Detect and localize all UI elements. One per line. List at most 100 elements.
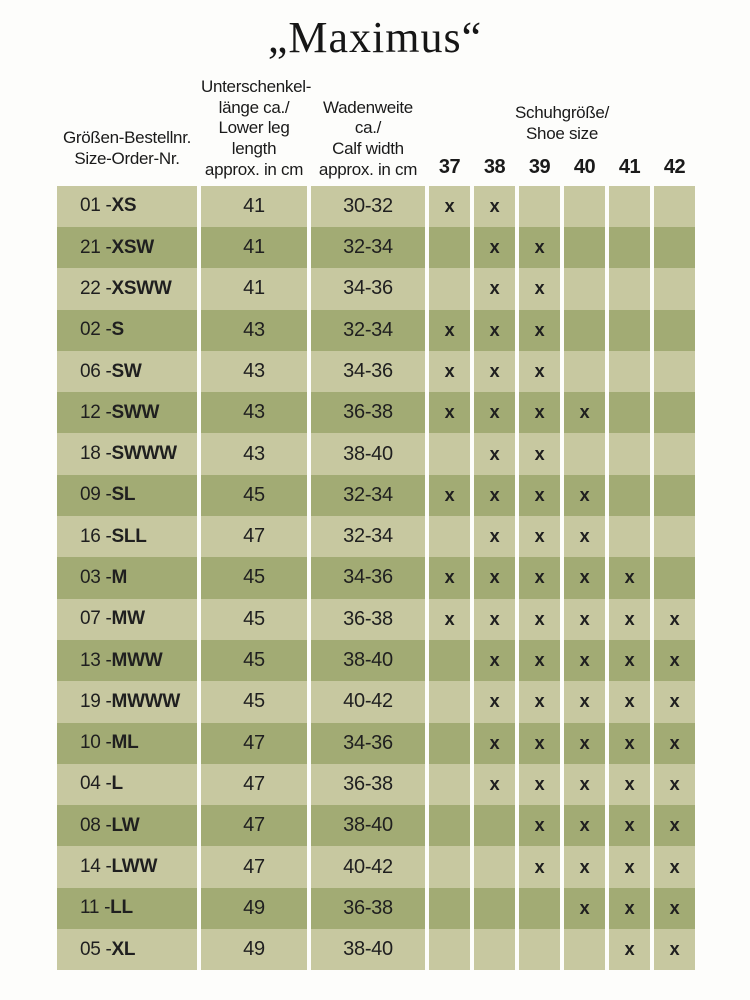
shoe-size-group-label: Schuhgröße/ Shoe size [429, 103, 695, 144]
shoe-size-mark-cell: x [474, 639, 515, 682]
shoe-size-mark-cell: x [474, 722, 515, 764]
leg-length-cell: 45 [201, 681, 307, 723]
shoe-size-mark-cell: x [564, 805, 605, 847]
shoe-size-mark-cell [519, 887, 560, 930]
shoe-size-mark-cell [429, 681, 470, 723]
size-code: MWW [111, 649, 163, 671]
calf-width-cell: 30-32 [311, 185, 425, 227]
shoe-size-mark-cell: x [654, 639, 695, 682]
size-code: SLL [111, 525, 147, 547]
calf-width-cell: 36-38 [311, 763, 425, 806]
shoe-size-mark-cell: x [474, 474, 515, 517]
leg-length-cell: 47 [201, 805, 307, 847]
shoe-size-mark-cell: x [474, 392, 515, 434]
shoe-size-mark-cell: x [609, 598, 650, 640]
size-order-cell: 07 - MW [57, 598, 197, 640]
column-header-line: Lower leg length [218, 118, 290, 159]
shoe-size-mark-cell: x [654, 681, 695, 723]
size-code: L [111, 773, 124, 795]
shoe-size-mark-cell [564, 929, 605, 971]
shoe-size-mark-cell [429, 929, 470, 971]
shoe-size-mark-cell: x [564, 516, 605, 558]
leg-length-cell: 49 [201, 887, 307, 930]
shoe-size-mark-cell [429, 763, 470, 806]
shoe-size-mark-cell: x [519, 805, 560, 847]
column-header-line: Unterschenkel- [201, 77, 312, 96]
shoe-size-column-header: 41 [618, 156, 641, 179]
size-order-cell: 13 - MWW [57, 639, 197, 682]
order-number: 11 - [80, 897, 111, 919]
leg-length-cell: 47 [201, 763, 307, 806]
shoe-size-mark-cell: x [519, 557, 560, 599]
shoe-size-mark-cell: x [519, 392, 560, 434]
shoe-size-mark-cell: x [654, 598, 695, 640]
order-number: 05 - [80, 938, 112, 960]
shoe-size-mark-cell [609, 309, 650, 351]
shoe-size-mark-cell: x [654, 846, 695, 888]
shoe-size-mark-cell: x [519, 681, 560, 723]
shoe-size-mark-cell: x [474, 763, 515, 806]
shoe-size-mark-cell: x [519, 846, 560, 888]
shoe-size-mark-cell: x [609, 722, 650, 764]
shoe-size-mark-cell: x [564, 598, 605, 640]
shoe-size-mark-cell: x [429, 350, 470, 393]
shoe-size-mark-cell: x [564, 846, 605, 888]
size-code: XSW [111, 236, 155, 258]
shoe-size-mark-cell: x [519, 639, 560, 682]
size-order-cell: 14 - LWW [57, 846, 197, 888]
shoe-size-mark-cell [609, 226, 650, 269]
calf-width-cell: 32-34 [311, 309, 425, 351]
column-header-line: approx. in cm [318, 159, 418, 179]
size-code: S [111, 319, 125, 341]
shoe-size-mark-cell: x [609, 887, 650, 930]
shoe-size-mark-cell [564, 433, 605, 475]
calf-width-cell: 32-34 [311, 474, 425, 517]
shoe-size-mark-cell [609, 474, 650, 517]
shoe-size-mark-cell [564, 185, 605, 227]
size-code: LL [110, 897, 133, 919]
shoe-size-mark-cell [474, 846, 515, 888]
size-code: XL [111, 938, 136, 960]
shoe-size-mark-cell: x [429, 557, 470, 599]
shoe-size-mark-cell: x [564, 763, 605, 806]
column-header-line: länge ca./ [218, 97, 290, 117]
shoe-size-column-header: 39 [528, 156, 551, 179]
calf-width-cell: 32-34 [311, 226, 425, 269]
order-number: 03 - [80, 566, 112, 588]
leg-length-cell: 43 [201, 392, 307, 434]
column-header-line: Size-Order-Nr. [74, 148, 180, 168]
size-code: MW [111, 608, 145, 630]
shoe-size-mark-cell: x [609, 929, 650, 971]
shoe-size-mark-cell [654, 226, 695, 269]
shoe-size-mark-cell: x [564, 887, 605, 930]
shoe-size-mark-cell: x [654, 887, 695, 930]
shoe-size-mark-cell [474, 887, 515, 930]
calf-width-cell: 34-36 [311, 350, 425, 393]
calf-width-cell: 40-42 [311, 681, 425, 723]
shoe-size-numbers-row: 37 38 39 40 41 42 [429, 155, 695, 182]
shoe-size-mark-cell [654, 268, 695, 310]
size-code: SW [111, 360, 142, 382]
calf-width-cell: 38-40 [311, 433, 425, 475]
size-code: MWWW [111, 690, 181, 712]
shoe-size-mark-cell: x [474, 598, 515, 640]
shoe-size-mark-cell [609, 392, 650, 434]
leg-length-cell: 43 [201, 350, 307, 393]
shoe-size-mark-cell: x [429, 309, 470, 351]
order-number: 10 - [80, 732, 112, 754]
shoe-size-mark-cell [429, 226, 470, 269]
shoe-size-mark-cell: x [654, 722, 695, 764]
shoe-size-mark-cell [474, 805, 515, 847]
shoe-size-column-header: 38 [483, 156, 506, 179]
column-header-leg-length: Unterschenkel- länge ca./ Lower leg leng… [201, 77, 312, 183]
leg-length-cell: 43 [201, 309, 307, 351]
order-number: 01 - [80, 195, 112, 217]
shoe-size-mark-cell [519, 185, 560, 227]
